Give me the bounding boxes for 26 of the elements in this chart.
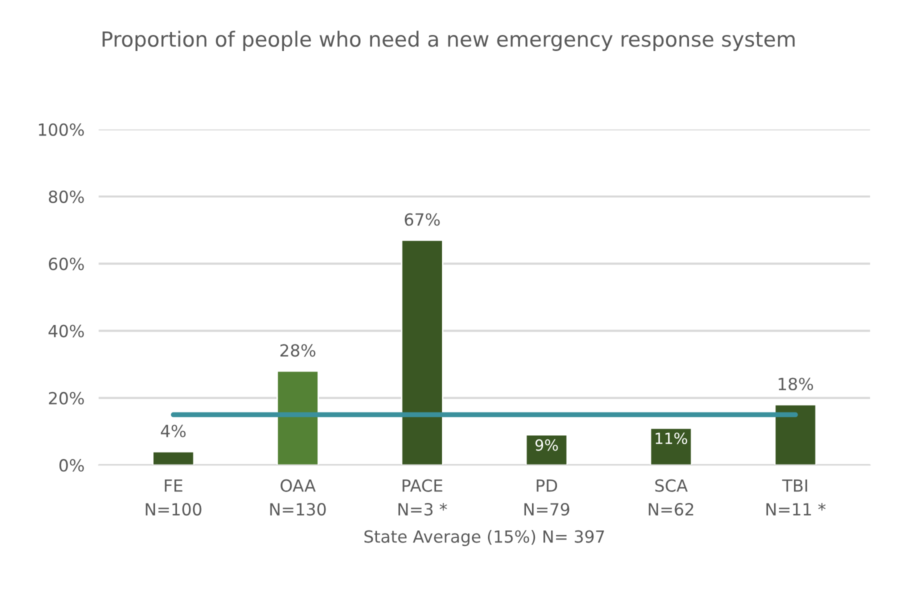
x-tick-label: PD N=79 (524, 479, 570, 516)
bar (525, 434, 568, 466)
data-label: 4% (160, 424, 186, 438)
bar (650, 427, 692, 466)
bar (276, 370, 319, 466)
y-tick-label: 0% (59, 459, 84, 472)
y-tick-label: 60% (48, 258, 84, 270)
data-label: 67% (404, 213, 440, 226)
y-tick-label: 40% (48, 324, 84, 338)
bar (400, 239, 444, 466)
x-tick-label: PACE N=3 * (398, 479, 448, 516)
bar (152, 450, 195, 466)
x-tick-label: TBI N=11 * (766, 479, 826, 516)
chart-title: Proportion of people who need a new emergency response system (102, 30, 795, 51)
data-label: 28% (280, 344, 316, 357)
x-tick-label: FE N=100 (146, 479, 202, 516)
data-label: 18% (778, 378, 814, 390)
y-tick-label: 100% (38, 123, 84, 136)
data-label: 9% (535, 439, 558, 451)
data-label: 11% (656, 432, 688, 444)
x-axis-title: State Average (15%) N= 397 (364, 530, 604, 546)
x-tick-label: SCA N=62 (648, 479, 694, 516)
y-tick-label: 80% (48, 190, 84, 204)
bar (774, 404, 817, 466)
x-tick-label: OAA N=130 (270, 479, 326, 516)
y-tick-label: 20% (48, 392, 84, 405)
